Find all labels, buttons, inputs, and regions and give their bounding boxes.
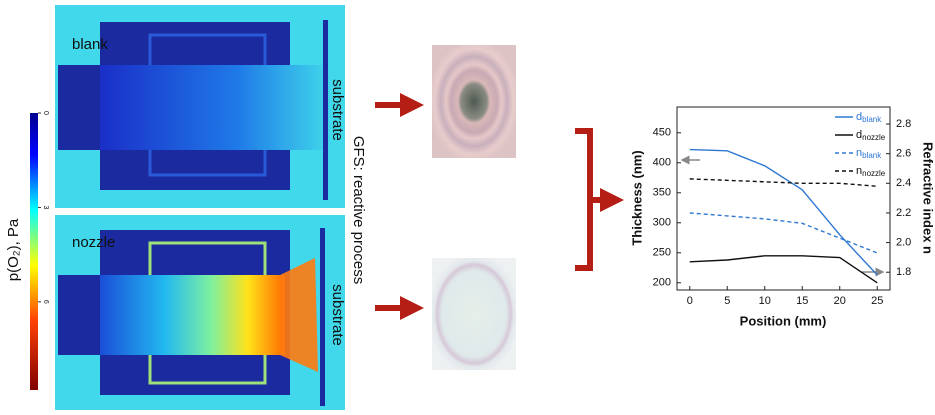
legend-entry: nblank <box>856 147 882 160</box>
colorbar-tick-label: 3 <box>42 205 49 209</box>
panel-label: nozzle <box>72 234 115 251</box>
legend-entry: dblank <box>856 111 882 124</box>
line-chart: Position (mm) Thickness (nm) Refractive … <box>629 107 935 328</box>
y2-tick-label: 2.6 <box>896 148 911 160</box>
photo-blank <box>432 45 516 158</box>
y-tick-label: 400 <box>653 157 671 169</box>
colorbar-ticks: 0 3 6 <box>38 111 49 304</box>
x-axis-title: Position (mm) <box>740 313 827 328</box>
y2-tick-label: 2.0 <box>896 236 911 248</box>
y2-tick-label: 1.8 <box>896 266 911 278</box>
series-line <box>690 256 878 283</box>
y2-tick-label: 2.4 <box>896 177 911 189</box>
y-tick-label: 200 <box>653 277 671 289</box>
y-axis-title: Thickness (nm) <box>629 150 644 245</box>
x-tick-label: 25 <box>871 295 883 307</box>
legend-subscript: nozzle <box>862 133 886 142</box>
y-tick-label: 450 <box>653 127 671 139</box>
x-tick-label: 5 <box>724 295 730 307</box>
y2-axis-title: Refractive index n <box>921 142 935 254</box>
y-tick-label: 350 <box>653 187 671 199</box>
panel-label: blank <box>72 36 108 53</box>
substrate-label: substrate <box>329 284 346 346</box>
series-line <box>690 213 878 253</box>
y-tick-label: 250 <box>653 247 671 259</box>
colorbar <box>30 113 38 390</box>
colorbar-title: p(O₂), Pa <box>5 218 22 281</box>
photo-nozzle <box>432 258 516 370</box>
process-label: GFS: reactive process <box>350 136 367 284</box>
colorbar-tick-label: 0 <box>42 111 49 115</box>
x-tick-label: 0 <box>687 295 693 307</box>
y2-tick-label: 2.8 <box>896 118 911 130</box>
figure: blank substrate nozzle substrate 0 3 6 p(O… <box>0 0 935 415</box>
legend-entry: dnozzle <box>856 129 886 142</box>
series-line <box>690 179 878 186</box>
legend-subscript: blank <box>862 151 882 160</box>
x-tick-label: 20 <box>834 295 846 307</box>
colorbar-tick-label: 6 <box>42 300 49 304</box>
legend-entry: nnozzle <box>856 165 886 178</box>
x-tick-label: 10 <box>759 295 771 307</box>
legend-subscript: nozzle <box>862 169 886 178</box>
substrate-label: substrate <box>329 79 346 141</box>
legend-subscript: blank <box>862 115 882 124</box>
x-tick-label: 15 <box>796 295 808 307</box>
y2-tick-label: 2.2 <box>896 207 911 219</box>
y-tick-label: 300 <box>653 217 671 229</box>
